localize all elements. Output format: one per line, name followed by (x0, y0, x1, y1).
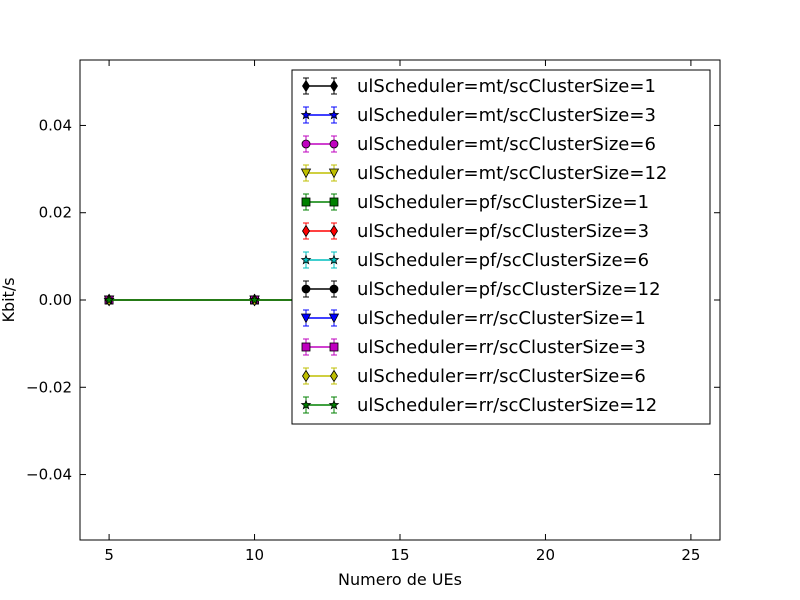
legend-entry: ulScheduler=rr/scClusterSize=3 (301, 337, 646, 358)
legend-marker (329, 197, 339, 207)
legend-entry: ulScheduler=pf/scClusterSize=12 (301, 279, 661, 300)
legend-label: ulScheduler=pf/scClusterSize=1 (357, 192, 649, 213)
legend-marker (328, 168, 340, 179)
legend-label: ulScheduler=mt/scClusterSize=6 (357, 134, 656, 155)
legend-marker (301, 197, 311, 207)
legend-label: ulScheduler=mt/scClusterSize=1 (357, 76, 656, 97)
legend-label: ulScheduler=rr/scClusterSize=3 (357, 337, 646, 358)
x-tick-label: 10 (245, 546, 264, 564)
y-tick-label: 0.02 (39, 204, 72, 222)
legend-marker (300, 399, 312, 410)
legend-marker (328, 109, 340, 120)
legend-entry: ulScheduler=rr/scClusterSize=1 (300, 308, 646, 329)
legend-entry: ulScheduler=mt/scClusterSize=1 (302, 76, 656, 97)
legend-marker (328, 313, 340, 324)
legend-entry: ulScheduler=mt/scClusterSize=12 (300, 163, 667, 184)
legend-marker (300, 254, 312, 265)
y-tick-label: 0.00 (39, 291, 72, 309)
legend-marker (301, 139, 311, 149)
legend-label: ulScheduler=rr/scClusterSize=12 (357, 395, 657, 416)
legend-label: ulScheduler=mt/scClusterSize=3 (357, 105, 656, 126)
legend-label: ulScheduler=mt/scClusterSize=12 (357, 163, 667, 184)
x-tick-label: 25 (681, 546, 700, 564)
y-axis-label: Kbit/s (0, 277, 18, 322)
x-axis-label: Numero de UEs (338, 570, 462, 589)
legend-marker (330, 79, 338, 93)
legend-marker (329, 342, 339, 352)
legend-label: ulScheduler=pf/scClusterSize=3 (357, 221, 649, 242)
legend-marker (302, 79, 310, 93)
legend-marker (302, 369, 310, 383)
legend-label: ulScheduler=rr/scClusterSize=1 (357, 308, 646, 329)
legend-entry: ulScheduler=pf/scClusterSize=6 (300, 250, 649, 271)
y-tick-label: 0.04 (39, 116, 72, 134)
y-tick-label: −0.02 (26, 378, 72, 396)
x-tick-label: 20 (536, 546, 555, 564)
legend-marker (330, 369, 338, 383)
legend-entry: ulScheduler=pf/scClusterSize=3 (302, 221, 649, 242)
legend-marker (329, 139, 339, 149)
legend-entry: ulScheduler=pf/scClusterSize=1 (301, 192, 649, 213)
legend-entry: ulScheduler=rr/scClusterSize=12 (300, 395, 657, 416)
legend: ulScheduler=mt/scClusterSize=1 ulSchedule… (291, 69, 711, 425)
x-tick-label: 15 (390, 546, 409, 564)
x-axis: 5 10 15 20 25 (104, 60, 700, 564)
legend-marker (330, 224, 338, 238)
legend-marker (328, 399, 340, 410)
legend-box (291, 69, 711, 425)
legend-marker (302, 224, 310, 238)
data-point (249, 294, 260, 305)
legend-label: ulScheduler=rr/scClusterSize=6 (357, 366, 646, 387)
legend-marker (328, 254, 340, 265)
legend-label: ulScheduler=pf/scClusterSize=12 (357, 279, 661, 300)
data-point (103, 294, 115, 305)
y-tick-label: −0.04 (26, 466, 72, 484)
legend-entry: ulScheduler=rr/scClusterSize=6 (302, 366, 646, 387)
x-tick-label: 5 (104, 546, 114, 564)
legend-marker (300, 313, 312, 324)
legend-marker (301, 342, 311, 352)
legend-label: ulScheduler=pf/scClusterSize=6 (357, 250, 649, 271)
legend-marker (301, 284, 311, 294)
legend-marker (300, 109, 312, 120)
legend-marker (329, 284, 339, 294)
legend-entry: ulScheduler=mt/scClusterSize=3 (300, 105, 656, 126)
legend-marker (300, 168, 312, 179)
legend-entry: ulScheduler=mt/scClusterSize=6 (301, 134, 656, 155)
y-axis: −0.04 −0.02 0.00 0.02 0.04 (26, 116, 720, 484)
